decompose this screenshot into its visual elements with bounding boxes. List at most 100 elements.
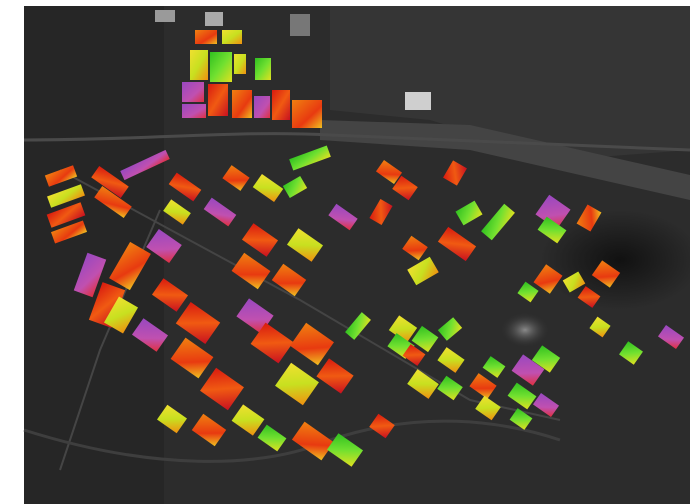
field	[191, 413, 227, 447]
field	[402, 344, 426, 366]
terrain-north	[330, 6, 690, 160]
field	[94, 185, 132, 219]
field	[475, 395, 501, 421]
cloud	[500, 312, 550, 348]
field	[511, 354, 545, 386]
building	[155, 10, 175, 22]
field	[120, 149, 170, 181]
field	[290, 322, 334, 366]
field	[532, 392, 560, 418]
river-bank	[320, 120, 690, 200]
field	[257, 424, 287, 452]
field	[411, 325, 439, 353]
field	[210, 52, 232, 82]
west-fields	[44, 149, 170, 244]
field	[151, 278, 189, 312]
field	[182, 104, 206, 118]
field	[88, 282, 126, 328]
field	[619, 341, 643, 365]
field	[292, 100, 322, 128]
field	[175, 302, 221, 344]
field	[157, 404, 187, 434]
field	[252, 173, 284, 203]
field	[507, 382, 537, 410]
field	[286, 228, 324, 262]
field	[272, 90, 290, 120]
field	[316, 358, 354, 394]
field	[481, 203, 515, 241]
field	[168, 172, 202, 202]
field	[289, 145, 331, 171]
north-fields	[182, 30, 322, 128]
field	[392, 175, 418, 201]
field	[208, 84, 228, 116]
field	[47, 184, 85, 208]
field	[255, 58, 271, 80]
field	[46, 202, 86, 228]
field	[222, 165, 250, 191]
field	[533, 264, 563, 294]
field	[50, 220, 88, 244]
field	[91, 165, 129, 199]
field	[455, 200, 483, 226]
field	[222, 30, 242, 44]
field	[589, 316, 611, 338]
road	[23, 132, 690, 152]
field	[591, 260, 621, 288]
building	[290, 14, 310, 36]
field	[657, 324, 685, 350]
field	[275, 362, 319, 406]
field	[203, 197, 237, 227]
field	[369, 413, 395, 439]
field	[231, 404, 265, 436]
field	[163, 199, 191, 225]
field	[407, 256, 439, 286]
field	[437, 317, 463, 341]
field	[437, 375, 463, 401]
field	[437, 347, 465, 373]
field	[562, 271, 586, 293]
field	[369, 198, 393, 226]
field	[271, 263, 307, 297]
field	[531, 345, 561, 373]
field	[254, 96, 270, 118]
field	[190, 50, 208, 80]
field	[537, 216, 567, 244]
field	[103, 296, 139, 334]
field	[200, 367, 244, 411]
field	[388, 315, 418, 343]
field	[437, 226, 477, 262]
field	[326, 433, 364, 467]
field	[375, 159, 403, 185]
field	[517, 281, 539, 303]
building	[205, 12, 223, 26]
field	[170, 337, 214, 379]
building	[405, 92, 431, 110]
field	[250, 322, 294, 364]
field	[345, 312, 371, 340]
field	[146, 228, 182, 264]
central-fields	[73, 145, 395, 467]
field	[232, 90, 252, 118]
field	[234, 54, 246, 74]
field	[469, 373, 497, 399]
field	[73, 252, 107, 298]
field	[407, 369, 439, 399]
field	[195, 30, 217, 44]
field	[241, 223, 279, 257]
field	[535, 194, 571, 230]
field	[291, 421, 335, 461]
road	[59, 169, 561, 421]
field	[109, 241, 151, 291]
field	[231, 252, 271, 290]
east-fields	[345, 159, 685, 430]
field	[182, 82, 204, 102]
field	[131, 318, 169, 352]
field	[402, 235, 428, 261]
field	[282, 175, 308, 199]
field	[577, 286, 601, 308]
field	[328, 203, 358, 231]
field	[44, 165, 78, 187]
